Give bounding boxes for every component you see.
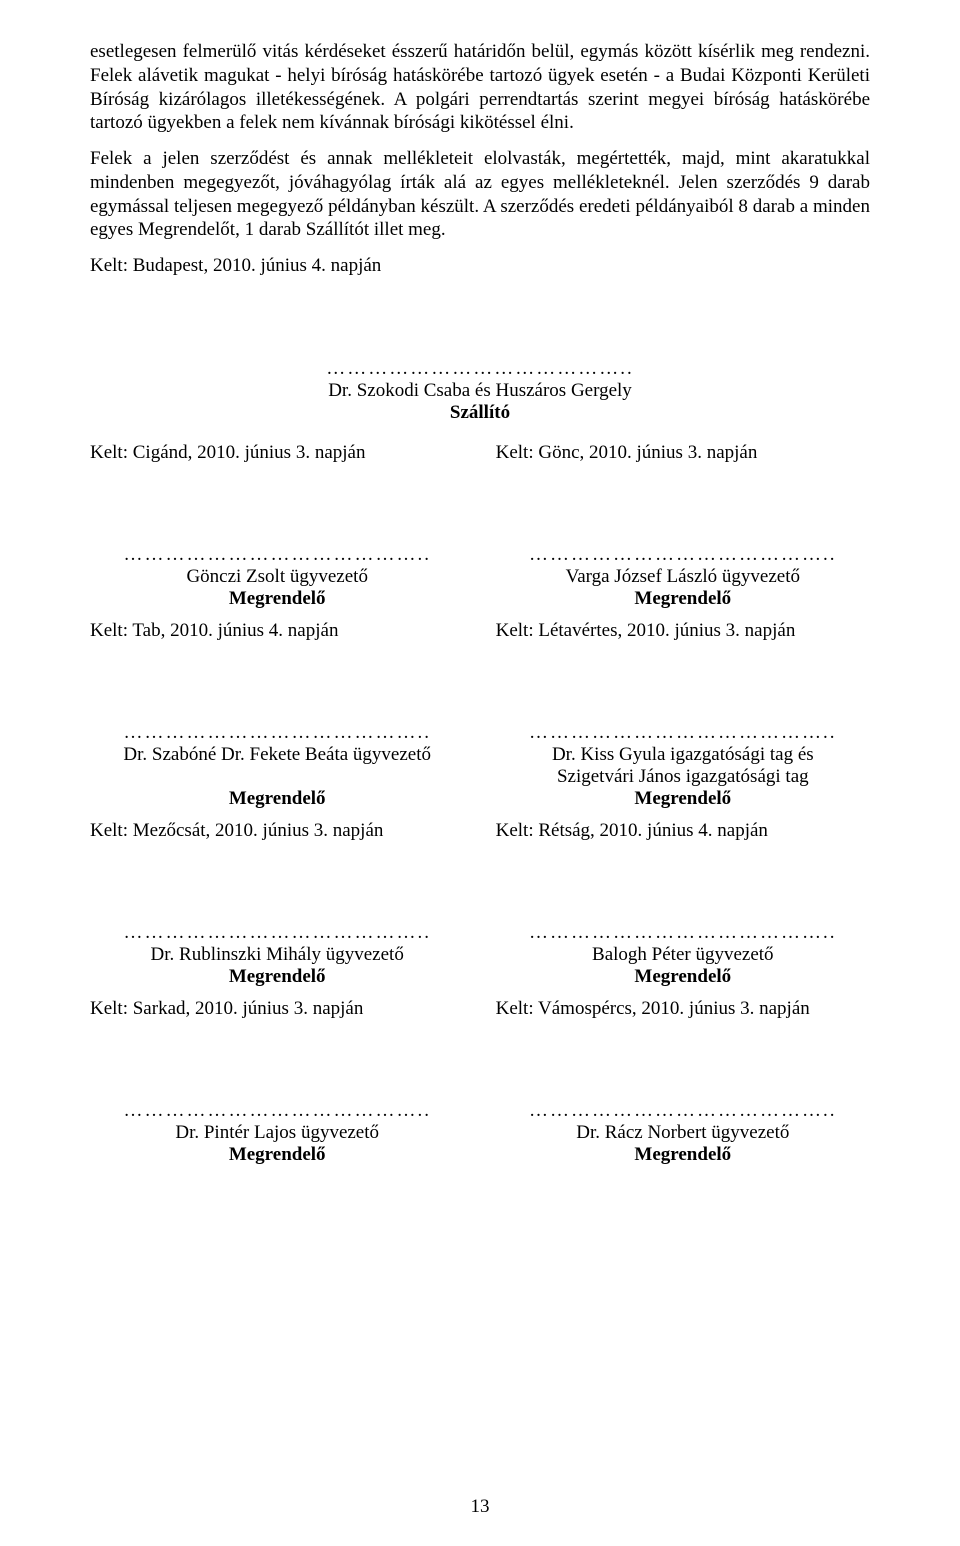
kelt-right-2b: Kelt: Vámospércs, 2010. június 3. napján: [496, 998, 870, 1020]
sig-col-right-1: …………………………………….. Dr. Kiss Gyula igazgató…: [496, 722, 870, 810]
sig-col-right-0: …………………………………….. Varga József László ügy…: [496, 544, 870, 610]
name-right-1a: Dr. Kiss Gyula igazgatósági tag és: [496, 744, 870, 766]
document-page: esetlegesen felmerülő vitás kérdéseket é…: [0, 0, 960, 1546]
role-right-0: Megrendelő: [496, 588, 870, 610]
name-left-0: Gönczi Zsolt ügyvezető: [90, 566, 464, 588]
role-right-2: Megrendelő: [496, 966, 870, 988]
paragraph-1: esetlegesen felmerülő vitás kérdéseket é…: [90, 40, 870, 135]
kelt-row-0: Kelt: Cigánd, 2010. június 3. napján Kel…: [90, 442, 870, 464]
dots-right-1: ……………………………………..: [496, 722, 870, 744]
kelt-right-0b: Kelt: Létavértes, 2010. június 3. napján: [496, 620, 870, 642]
kelt-right-0: Kelt: Gönc, 2010. június 3. napján: [496, 442, 870, 464]
sig-col-right-2: …………………………………….. Balogh Péter ügyvezető …: [496, 922, 870, 988]
sig-col-left-3: …………………………………….. Dr. Pintér Lajos ügyvez…: [90, 1100, 464, 1166]
dots-left-0: ……………………………………..: [90, 544, 464, 566]
center-name: Dr. Szokodi Csaba és Huszáros Gergely: [328, 380, 632, 401]
kelt-row-2b: Kelt: Sarkad, 2010. június 3. napján Kel…: [90, 998, 870, 1020]
name-left-3: Dr. Pintér Lajos ügyvezető: [90, 1122, 464, 1144]
name-right-1b: Szigetvári János igazgatósági tag: [496, 766, 870, 788]
sig-row-1: …………………………………….. Dr. Szabóné Dr. Fekete …: [90, 722, 870, 810]
kelt-left-0b: Kelt: Tab, 2010. június 4. napján: [90, 620, 464, 642]
kelt-row-1b: Kelt: Mezőcsát, 2010. június 3. napján K…: [90, 820, 870, 842]
center-signature-block: …………………………………….. Dr. Szokodi Csaba és Hu…: [90, 358, 870, 424]
name-right-3: Dr. Rácz Norbert ügyvezető: [496, 1122, 870, 1144]
role-right-3: Megrendelő: [496, 1144, 870, 1166]
paragraph-2: Felek a jelen szerződést és annak mellék…: [90, 147, 870, 242]
sig-col-left-1: …………………………………….. Dr. Szabóné Dr. Fekete …: [90, 722, 464, 810]
role-right-1: Megrendelő: [496, 788, 870, 810]
role-left-2: Megrendelő: [90, 966, 464, 988]
kelt-left-1b: Kelt: Mezőcsát, 2010. június 3. napján: [90, 820, 464, 842]
center-role: Szállító: [450, 402, 510, 423]
kelt-right-1b: Kelt: Rétság, 2010. június 4. napján: [496, 820, 870, 842]
role-left-0: Megrendelő: [90, 588, 464, 610]
role-left-3: Megrendelő: [90, 1144, 464, 1166]
kelt-left-0: Kelt: Cigánd, 2010. június 3. napján: [90, 442, 464, 464]
page-number: 13: [0, 1496, 960, 1518]
kelt-left-2b: Kelt: Sarkad, 2010. június 3. napján: [90, 998, 464, 1020]
role-left-1: Megrendelő: [90, 788, 464, 810]
name-left-1: Dr. Szabóné Dr. Fekete Beáta ügyvezető: [90, 744, 464, 766]
sig-col-left-0: …………………………………….. Gönczi Zsolt ügyvezető …: [90, 544, 464, 610]
dots-left-1: ……………………………………..: [90, 722, 464, 744]
name-right-2: Balogh Péter ügyvezető: [496, 944, 870, 966]
sig-row-0: …………………………………….. Gönczi Zsolt ügyvezető …: [90, 544, 870, 610]
dots-right-2: ……………………………………..: [496, 922, 870, 944]
kelt-main: Kelt: Budapest, 2010. június 4. napján: [90, 254, 870, 278]
sig-col-left-2: …………………………………….. Dr. Rublinszki Mihály ü…: [90, 922, 464, 988]
dots-right-0: ……………………………………..: [496, 544, 870, 566]
sig-col-right-3: …………………………………….. Dr. Rácz Norbert ügyvez…: [496, 1100, 870, 1166]
sig-row-2: …………………………………….. Dr. Rublinszki Mihály ü…: [90, 922, 870, 988]
center-dots: ……………………………………..: [326, 358, 634, 379]
kelt-row-0b: Kelt: Tab, 2010. június 4. napján Kelt: …: [90, 620, 870, 642]
dots-left-2: ……………………………………..: [90, 922, 464, 944]
dots-left-3: ……………………………………..: [90, 1100, 464, 1122]
name-left-2: Dr. Rublinszki Mihály ügyvezető: [90, 944, 464, 966]
dots-right-3: ……………………………………..: [496, 1100, 870, 1122]
name-right-0: Varga József László ügyvezető: [496, 566, 870, 588]
spacer-left-1: [90, 766, 464, 788]
sig-row-3: …………………………………….. Dr. Pintér Lajos ügyvez…: [90, 1100, 870, 1166]
